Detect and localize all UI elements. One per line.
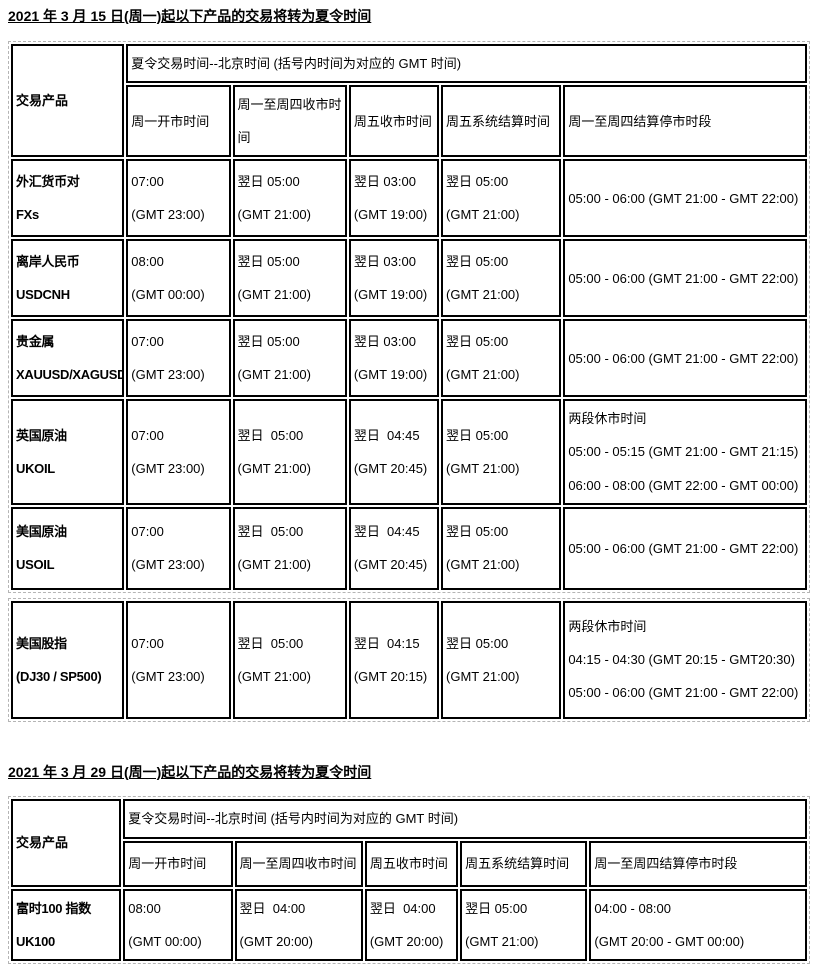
- header-product-cell: 交易产品: [11, 799, 122, 887]
- product-cell: 美国原油 USOIL: [11, 506, 125, 590]
- trading-hours-table-mar15: 交易产品 夏令交易时间--北京时间 (括号内时间为对应的 GMT 时间) 周一开…: [9, 42, 809, 592]
- section2-title: 2021 年 3 月 29 日(周一)起以下产品的交易将转为夏令时间: [8, 763, 372, 780]
- column-header-settle-fri: 周五系统结算时间: [441, 84, 562, 158]
- header-row-merged: 交易产品 夏令交易时间--北京时间 (括号内时间为对应的 GMT 时间): [11, 799, 807, 887]
- column-header-halt-period: 周一至周四结算停市时段: [589, 840, 807, 887]
- close-fri-cell: 翌日 04:15 (GMT 20:15): [348, 600, 440, 719]
- column-header-open: 周一开市时间: [123, 840, 233, 887]
- product-cell: 美国股指 (DJ30 / SP500): [11, 600, 125, 719]
- table-row-usdcnh: 离岸人民币 USDCNH 08:00 (GMT 00:00) 翌日 05:00 …: [11, 239, 807, 318]
- product-cell: 离岸人民币 USDCNH: [11, 239, 125, 318]
- trading-hours-table-us-index: 美国股指 (DJ30 / SP500) 07:00 (GMT 23:00) 翌日…: [9, 599, 809, 721]
- header-row-merged: 交易产品 夏令交易时间--北京时间 (括号内时间为对应的 GMT 时间): [11, 43, 807, 158]
- section1-title: 2021 年 3 月 15 日(周一)起以下产品的交易将转为夏令时间: [8, 8, 372, 24]
- section1-table-outline: 交易产品 夏令交易时间--北京时间 (括号内时间为对应的 GMT 时间) 周一开…: [8, 40, 810, 593]
- close-fri-cell: 翌日 03:00 (GMT 19:00): [348, 159, 440, 238]
- halt-period-cell: 两段休市时间 04:15 - 04:30 (GMT 20:15 - GMT20:…: [563, 600, 807, 719]
- close-mon-thu-cell: 翌日 05:00 (GMT 21:00): [232, 159, 347, 238]
- column-header-settle-fri: 周五系统结算时间: [460, 840, 588, 887]
- column-header-close-mon-thu: 周一至周四收市时间: [234, 840, 363, 887]
- open-time-cell: 08:00 (GMT 00:00): [126, 239, 231, 318]
- table-row-uk100: 富时100 指数 UK100 08:00 (GMT 00:00) 翌日 04:0…: [11, 888, 807, 961]
- close-fri-cell: 翌日 03:00 (GMT 19:00): [348, 239, 440, 318]
- table-row-dj30-sp500: 美国股指 (DJ30 / SP500) 07:00 (GMT 23:00) 翌日…: [11, 600, 807, 719]
- close-fri-cell: 翌日 04:45 (GMT 20:45): [348, 399, 440, 505]
- settle-fri-cell: 翌日 05:00 (GMT 21:00): [441, 159, 562, 238]
- halt-period-cell: 05:00 - 06:00 (GMT 21:00 - GMT 22:00): [563, 506, 807, 590]
- trading-hours-table-mar29: 交易产品 夏令交易时间--北京时间 (括号内时间为对应的 GMT 时间) 周一开…: [9, 797, 809, 962]
- product-cell: 富时100 指数 UK100: [11, 888, 122, 961]
- open-time-cell: 07:00 (GMT 23:00): [126, 399, 231, 505]
- product-cell: 外汇货币对 FXs: [11, 159, 125, 238]
- settle-fri-cell: 翌日 05:00 (GMT 21:00): [441, 399, 562, 505]
- header-row-columns: 周一开市时间 周一至周四收市时间 周五收市时间 周五系统结算时间 周一至周四结算…: [11, 84, 807, 158]
- close-mon-thu-cell: 翌日 04:00 (GMT 20:00): [234, 888, 363, 961]
- close-mon-thu-cell: 翌日 05:00 (GMT 21:00): [232, 319, 347, 398]
- column-header-close-fri: 周五收市时间: [364, 840, 459, 887]
- close-fri-cell: 翌日 04:00 (GMT 20:00): [364, 888, 459, 961]
- settle-fri-cell: 翌日 05:00 (GMT 21:00): [441, 506, 562, 590]
- settle-fri-cell: 翌日 05:00 (GMT 21:00): [441, 319, 562, 398]
- open-time-cell: 07:00 (GMT 23:00): [126, 600, 231, 719]
- close-fri-cell: 翌日 03:00 (GMT 19:00): [348, 319, 440, 398]
- settle-fri-cell: 翌日 05:00 (GMT 21:00): [441, 239, 562, 318]
- halt-period-cell: 05:00 - 06:00 (GMT 21:00 - GMT 22:00): [563, 159, 807, 238]
- close-mon-thu-cell: 翌日 05:00 (GMT 21:00): [232, 399, 347, 505]
- halt-period-cell: 04:00 - 08:00 (GMT 20:00 - GMT 00:00): [589, 888, 807, 961]
- open-time-cell: 07:00 (GMT 23:00): [126, 506, 231, 590]
- merged-header-cell: 夏令交易时间--北京时间 (括号内时间为对应的 GMT 时间): [126, 43, 807, 83]
- close-mon-thu-cell: 翌日 05:00 (GMT 21:00): [232, 600, 347, 719]
- table-row-ukoil: 英国原油 UKOIL 07:00 (GMT 23:00) 翌日 05:00 (G…: [11, 399, 807, 505]
- table-row-xauusd-xagusd: 贵金属 XAUUSD/XAGUSD 07:00 (GMT 23:00) 翌日 0…: [11, 319, 807, 398]
- section2-table-outline: 交易产品 夏令交易时间--北京时间 (括号内时间为对应的 GMT 时间) 周一开…: [8, 796, 810, 964]
- table-row-usoil: 美国原油 USOIL 07:00 (GMT 23:00) 翌日 05:00 (G…: [11, 506, 807, 590]
- column-header-close-fri: 周五收市时间: [348, 84, 440, 158]
- column-header-close-mon-thu: 周一至周四收市时间: [232, 84, 347, 158]
- section1-stock-index-table-outline: 美国股指 (DJ30 / SP500) 07:00 (GMT 23:00) 翌日…: [8, 597, 810, 722]
- merged-header-cell: 夏令交易时间--北京时间 (括号内时间为对应的 GMT 时间): [123, 799, 807, 839]
- close-mon-thu-cell: 翌日 05:00 (GMT 21:00): [232, 506, 347, 590]
- halt-period-cell: 05:00 - 06:00 (GMT 21:00 - GMT 22:00): [563, 319, 807, 398]
- open-time-cell: 07:00 (GMT 23:00): [126, 159, 231, 238]
- product-cell: 英国原油 UKOIL: [11, 399, 125, 505]
- table-row-fxs: 外汇货币对 FXs 07:00 (GMT 23:00) 翌日 05:00 (GM…: [11, 159, 807, 238]
- open-time-cell: 07:00 (GMT 23:00): [126, 319, 231, 398]
- halt-period-cell: 两段休市时间 05:00 - 05:15 (GMT 21:00 - GMT 21…: [563, 399, 807, 505]
- product-cell: 贵金属 XAUUSD/XAGUSD: [11, 319, 125, 398]
- header-row-columns: 周一开市时间 周一至周四收市时间 周五收市时间 周五系统结算时间 周一至周四结算…: [11, 840, 807, 887]
- close-mon-thu-cell: 翌日 05:00 (GMT 21:00): [232, 239, 347, 318]
- settle-fri-cell: 翌日 05:00 (GMT 21:00): [441, 600, 562, 719]
- open-time-cell: 08:00 (GMT 00:00): [123, 888, 233, 961]
- column-header-open: 周一开市时间: [126, 84, 231, 158]
- close-fri-cell: 翌日 04:45 (GMT 20:45): [348, 506, 440, 590]
- settle-fri-cell: 翌日 05:00 (GMT 21:00): [460, 888, 588, 961]
- header-product-cell: 交易产品: [11, 43, 125, 158]
- column-header-halt-period: 周一至周四结算停市时段: [563, 84, 807, 158]
- halt-period-cell: 05:00 - 06:00 (GMT 21:00 - GMT 22:00): [563, 239, 807, 318]
